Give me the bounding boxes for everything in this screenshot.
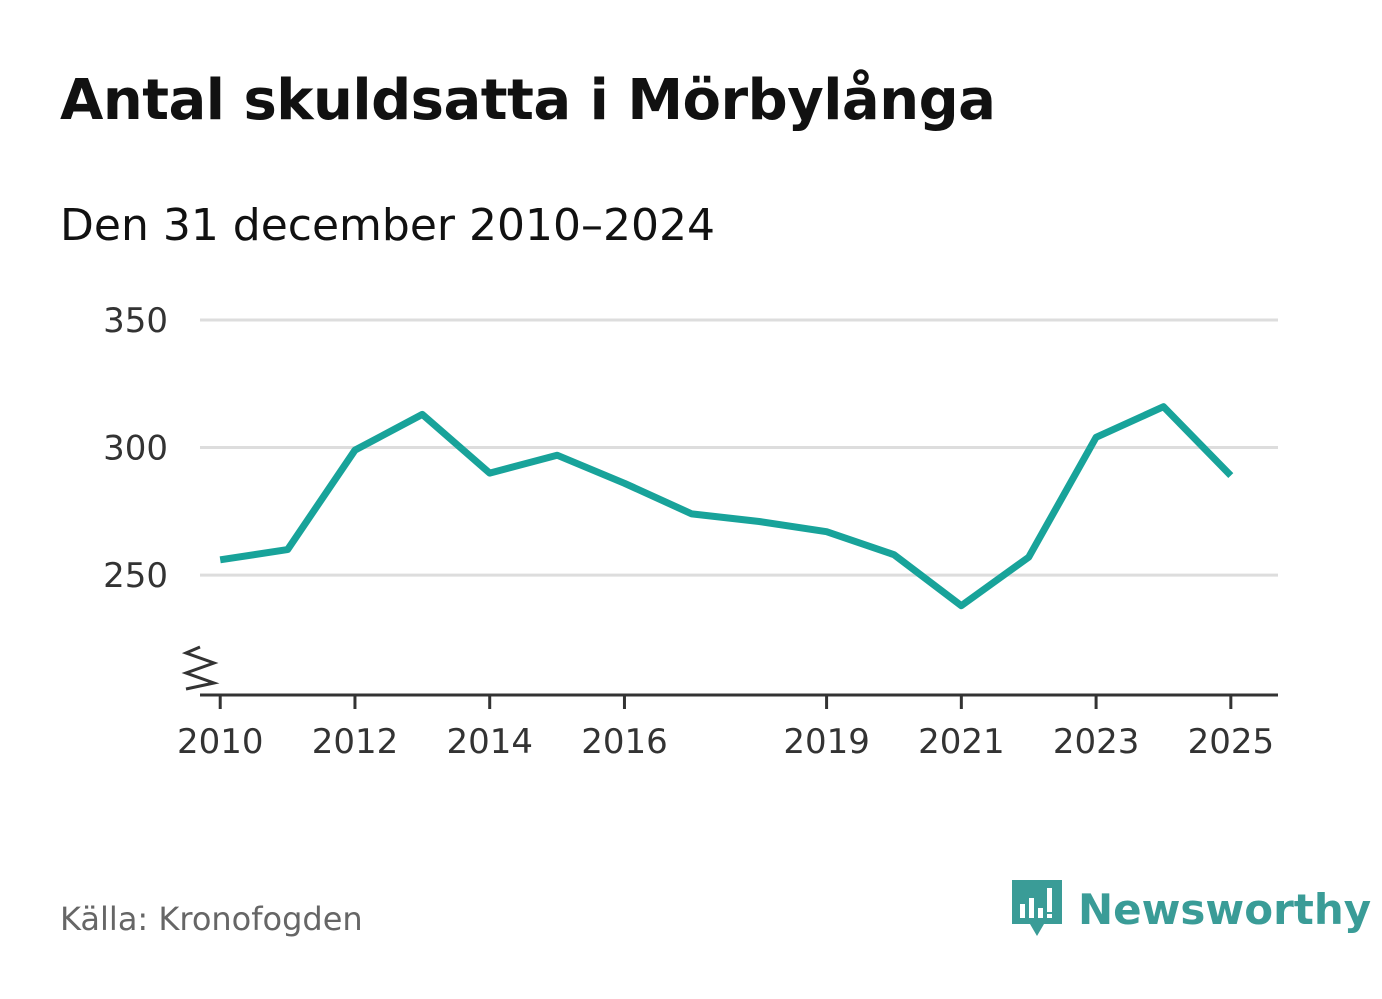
axis-break-mark — [181, 645, 220, 691]
x-tick-label: 2012 — [312, 722, 399, 762]
y-tick-label: 300 — [103, 429, 168, 469]
x-tick-label: 2010 — [177, 722, 264, 762]
newsworthy-logo-icon — [1012, 880, 1062, 936]
brand-logo: Newsworthy — [1010, 878, 1371, 940]
y-tick-label: 250 — [103, 556, 168, 596]
x-tick-label: 2019 — [783, 722, 870, 762]
grid-lines — [200, 318, 1278, 577]
x-tick-label: 2016 — [581, 722, 668, 762]
y-tick-label: 350 — [103, 301, 168, 341]
series-line-0 — [219, 403, 1234, 610]
x-axis: 2010 2012 2014 2016 2019 2021 2023 2025 — [177, 645, 1278, 762]
source-note: Källa: Kronofogden — [60, 900, 363, 938]
x-tick-label: 2014 — [446, 722, 533, 762]
x-tick-label: 2021 — [918, 722, 1005, 762]
x-tick-label: 2025 — [1188, 722, 1275, 762]
series-lines — [219, 403, 1234, 610]
y-axis-ticks: 250 300 350 — [103, 301, 168, 596]
x-tick-label: 2023 — [1053, 722, 1140, 762]
chart-title: Antal skuldsatta i Mörbylånga — [60, 68, 996, 133]
brand-name: Newsworthy — [1078, 884, 1372, 934]
chart-subtitle: Den 31 december 2010–2024 — [60, 200, 715, 251]
